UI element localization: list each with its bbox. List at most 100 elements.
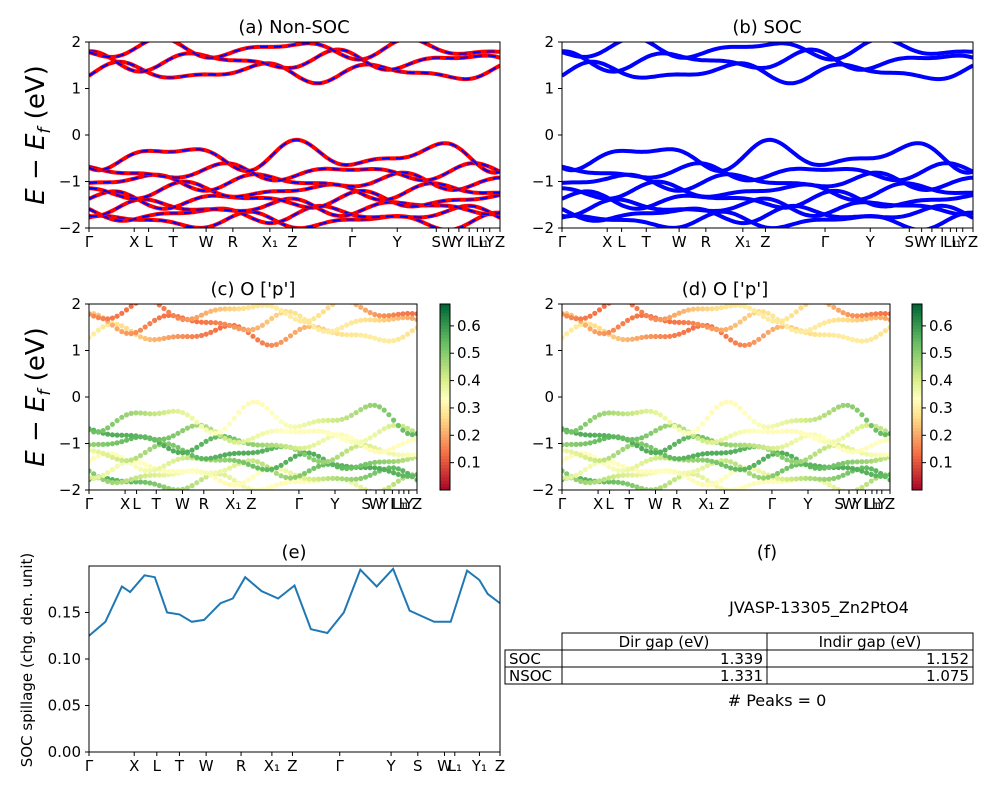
projection-point xyxy=(227,451,233,457)
projection-point xyxy=(625,317,631,323)
projection-point xyxy=(245,437,251,443)
projection-point xyxy=(367,435,373,441)
projection-point xyxy=(217,325,223,331)
projection-point xyxy=(700,438,706,444)
title-b: (b) SOC xyxy=(732,17,801,38)
projection-point xyxy=(344,476,350,482)
projection-point xyxy=(128,461,134,467)
projection-point xyxy=(760,479,767,485)
projection-point xyxy=(868,443,874,449)
projection-point xyxy=(737,405,743,411)
projection-point xyxy=(634,410,640,416)
projection-point xyxy=(255,449,261,455)
projection-point xyxy=(864,465,870,471)
projection-point xyxy=(362,474,369,480)
projection-point xyxy=(344,298,349,303)
projection-point xyxy=(620,411,626,417)
colorbar-tick: 0.4 xyxy=(457,372,481,390)
panel-b-xtick: T xyxy=(641,233,652,251)
projection-point xyxy=(344,433,350,439)
colorbar-segment xyxy=(912,307,922,311)
projection-point xyxy=(620,436,626,442)
projection-point xyxy=(198,455,205,462)
projection-point xyxy=(751,428,757,434)
projection-point xyxy=(152,481,158,487)
projection-point xyxy=(316,428,322,434)
projection-point xyxy=(367,402,373,408)
projection-point xyxy=(873,440,879,446)
projection-point xyxy=(826,304,832,308)
projection-point xyxy=(653,316,659,323)
panel-c-xtick: Y xyxy=(329,495,340,513)
projection-point xyxy=(859,484,865,490)
projection-point xyxy=(746,442,753,448)
projection-point xyxy=(639,445,645,452)
band-soc-overlay xyxy=(89,138,500,174)
projection-point xyxy=(662,334,668,340)
colorbar-segment xyxy=(440,319,450,324)
projection-point xyxy=(100,316,106,322)
projection-point xyxy=(817,322,823,328)
projection-point xyxy=(241,404,247,410)
colorbar-segment xyxy=(912,446,922,451)
projection-point xyxy=(592,439,598,445)
panel-d-xtick: Γ xyxy=(558,495,567,513)
projection-point xyxy=(217,469,223,475)
projection-point xyxy=(236,439,242,445)
projection-point xyxy=(372,317,378,323)
panel-e-xtick: Y₁ xyxy=(471,757,487,775)
colorbar-segment xyxy=(440,366,450,370)
projection-point xyxy=(358,439,364,445)
projection-point xyxy=(123,330,130,336)
projection-point xyxy=(287,456,294,462)
projection-point xyxy=(292,429,298,435)
projection-point xyxy=(671,319,678,325)
colorbar-segment xyxy=(440,468,450,472)
projection-point xyxy=(653,333,659,340)
projection-point xyxy=(301,451,308,457)
projection-point xyxy=(568,474,575,480)
projection-point xyxy=(732,448,739,454)
projection-point xyxy=(358,304,364,310)
projection-point xyxy=(142,435,148,441)
projection-point xyxy=(311,465,317,471)
colorbar-segment xyxy=(440,431,450,435)
projection-point xyxy=(180,486,186,490)
colorbar-segment xyxy=(440,341,450,345)
projection-point xyxy=(784,428,790,434)
projection-point xyxy=(222,472,228,478)
projection-point xyxy=(573,324,579,330)
panel-a-xtick: T xyxy=(168,233,179,251)
projection-point xyxy=(868,458,874,464)
projection-point xyxy=(105,441,111,447)
projection-point xyxy=(821,412,828,418)
projection-point xyxy=(259,304,265,308)
projection-point xyxy=(147,321,153,327)
panel-b-xtick: Z xyxy=(968,233,978,251)
projection-point xyxy=(859,423,865,430)
colorbar-segment xyxy=(912,443,922,448)
projection-point xyxy=(264,485,270,490)
projection-point xyxy=(161,484,167,490)
projection-point xyxy=(330,457,336,463)
projection-point xyxy=(203,438,209,444)
projection-point xyxy=(643,312,649,319)
projection-point xyxy=(198,423,205,429)
projection-point xyxy=(386,484,392,490)
projection-point xyxy=(728,399,734,405)
projection-point xyxy=(236,306,242,312)
projection-point xyxy=(770,445,776,451)
projection-point xyxy=(882,452,888,458)
projection-point xyxy=(339,324,345,330)
projection-point xyxy=(582,322,589,328)
projection-point xyxy=(170,442,176,448)
projection-point xyxy=(798,417,804,423)
projection-point xyxy=(119,414,125,420)
projection-point xyxy=(639,435,645,441)
projection-point xyxy=(123,307,130,313)
projection-point xyxy=(868,423,874,429)
projection-point xyxy=(849,317,856,323)
projection-point xyxy=(784,476,790,482)
projection-point xyxy=(770,326,776,332)
energy-ylabel-middle: E − Ef (eV) xyxy=(21,327,55,467)
